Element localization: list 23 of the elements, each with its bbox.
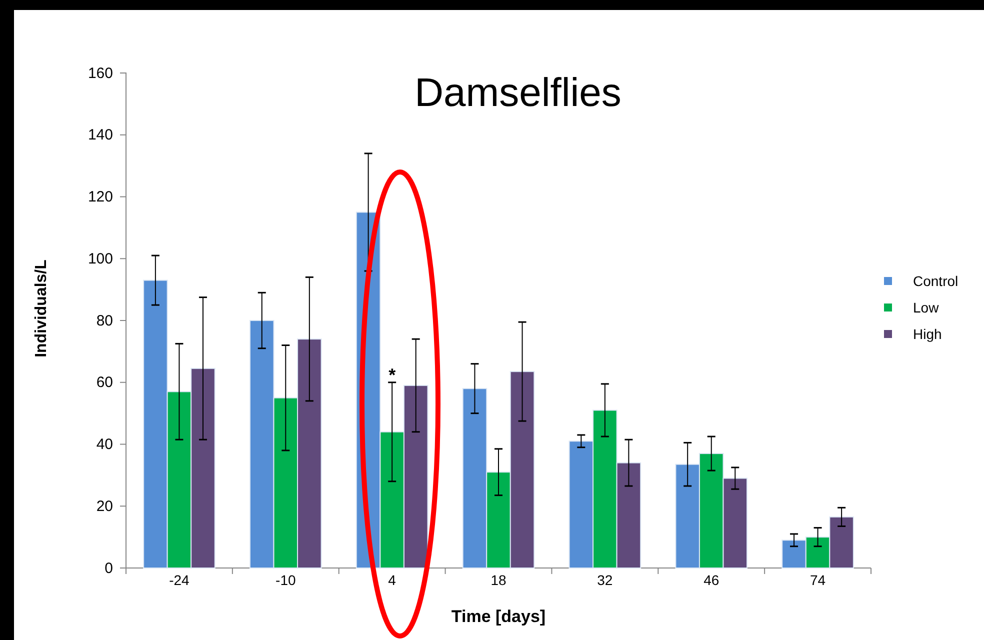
y-tick-label: 0	[104, 560, 113, 577]
x-tick-label: -10	[276, 572, 296, 588]
y-axis-title: Individuals/L	[33, 259, 50, 358]
y-tick-label: 160	[88, 64, 113, 82]
legend-label: Control	[913, 273, 958, 289]
y-tick-label: 100	[88, 250, 113, 268]
x-tick-label: 18	[490, 572, 506, 588]
legend-label: High	[913, 326, 942, 342]
legend-label: Low	[913, 300, 940, 316]
x-tick-label: 4	[388, 572, 396, 588]
annotation: *	[388, 364, 396, 385]
x-tick-label: 46	[704, 572, 720, 588]
x-tick-label: -24	[169, 572, 190, 588]
x-tick-label: 32	[597, 572, 613, 588]
x-tick-label: 74	[810, 572, 826, 588]
y-tick-label: 120	[88, 188, 113, 206]
y-tick-label: 140	[88, 126, 113, 144]
chart-title: Damselflies	[414, 71, 622, 115]
y-tick-label: 80	[96, 312, 113, 330]
y-tick-label: 60	[96, 374, 113, 392]
y-tick-label: 40	[96, 436, 113, 454]
x-axis-title: Time [days]	[451, 607, 546, 626]
y-tick-label: 20	[96, 498, 113, 515]
